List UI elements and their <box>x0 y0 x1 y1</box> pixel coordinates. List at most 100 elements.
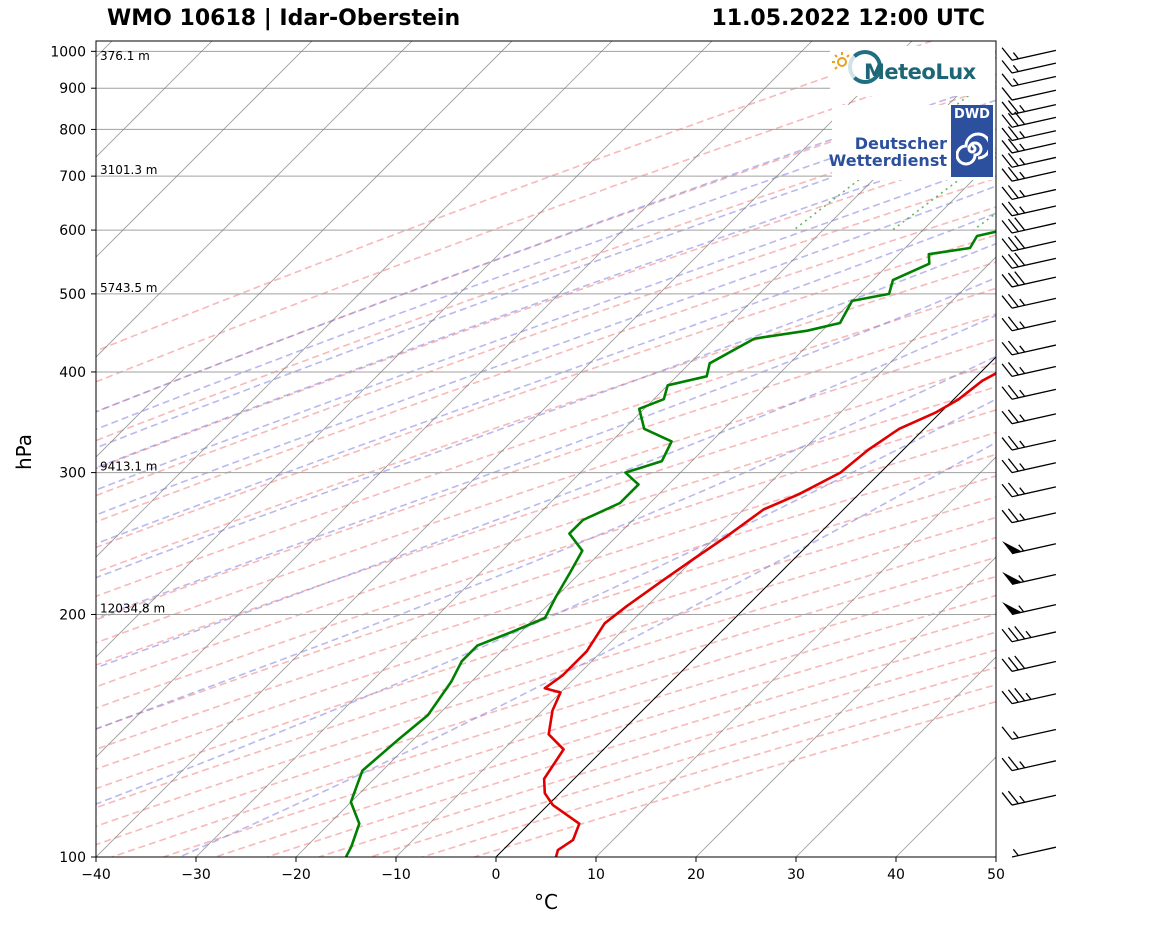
wind-barb <box>1001 340 1057 356</box>
wind-barb-halfflag <box>1019 189 1026 197</box>
wind-barb-flag <box>1001 274 1013 288</box>
y-axis-label: hPa <box>12 434 36 470</box>
isotherm <box>995 856 996 857</box>
wind-barb-flag <box>1001 60 1013 74</box>
x-tick-label: 20 <box>687 867 705 883</box>
wind-barb-halfflag <box>1018 605 1025 613</box>
wind-barb-shaft <box>1011 413 1057 425</box>
wind-barb-shaft <box>1011 486 1057 498</box>
x-tick-label: −20 <box>281 867 311 883</box>
wind-barb-flag <box>1001 87 1013 101</box>
wind-barb-halfflag <box>1019 171 1026 179</box>
y-tick-label: 1000 <box>50 44 86 60</box>
wind-barb <box>1001 362 1057 377</box>
isotherm <box>695 556 996 857</box>
zero-isotherm <box>495 356 996 857</box>
wind-barb-flag <box>1007 756 1019 770</box>
wind-barb-shaft <box>1011 846 1057 858</box>
wind-barb-flag <box>1014 235 1026 249</box>
wind-barb <box>1001 756 1057 772</box>
dry-adiabat <box>96 313 996 621</box>
x-tick-label: −40 <box>81 867 111 883</box>
dwd-badge: DWD <box>951 105 993 177</box>
y-tick-label: 600 <box>59 223 86 239</box>
wind-barb-shaft <box>1011 222 1057 234</box>
wind-barb <box>1002 541 1057 555</box>
temperature-line <box>542 371 996 857</box>
wind-barb <box>1001 201 1057 217</box>
wind-barb-flag <box>1007 316 1019 330</box>
height-label: 9413.1 m <box>100 460 158 474</box>
dry-adiabat <box>96 409 996 709</box>
x-tick-label: 0 <box>492 867 501 883</box>
moist-adiabat <box>96 185 996 516</box>
moist-adiabat <box>96 355 996 730</box>
wind-barb-halfflag <box>1019 761 1026 769</box>
isotherm <box>96 41 413 358</box>
dry-adiabat <box>96 85 996 413</box>
wind-barb <box>1001 626 1057 643</box>
wind-barb-flag <box>1001 127 1013 141</box>
isotherm <box>96 41 813 758</box>
dry-adiabat <box>96 385 996 688</box>
wind-barb-halfflag <box>1018 575 1025 583</box>
wind-barb-shaft <box>1011 276 1057 288</box>
wind-barb-flag <box>1001 154 1013 168</box>
wind-barb <box>1001 687 1057 705</box>
height-label: 12034.8 m <box>100 601 165 615</box>
wind-barb-halfflag <box>1025 692 1032 700</box>
isotherm <box>0 41 12 857</box>
wind-barb-flag <box>1001 202 1013 217</box>
wind-barb-shaft <box>1011 62 1057 74</box>
height-label: 3101.3 m <box>100 163 158 177</box>
wind-barb-flag <box>1001 628 1013 643</box>
wind-barb <box>1001 235 1057 252</box>
wind-barb-flag <box>1007 458 1019 472</box>
wind-barb-flag <box>1014 626 1026 640</box>
wind-barb <box>1001 293 1057 309</box>
wind-barb-halfflag <box>1019 795 1026 803</box>
wind-barb-flag <box>1007 790 1019 805</box>
wind-barb <box>1001 60 1057 74</box>
wind-barb-halfflag <box>1019 345 1026 353</box>
wind-barb-flag <box>1001 690 1013 705</box>
wind-barb-flag <box>1001 168 1013 182</box>
wind-barb-flag <box>1001 437 1013 451</box>
mixing-ratio-line <box>972 212 996 231</box>
wind-barb-shaft <box>1011 130 1057 142</box>
dry-adiabat <box>96 362 996 666</box>
x-tick-label: 50 <box>987 867 1005 883</box>
wind-barb-shaft <box>1011 631 1057 643</box>
isotherm <box>795 656 996 857</box>
wind-barb-halfflag <box>1025 630 1032 638</box>
wind-barb <box>1001 47 1057 61</box>
wind-barb-shaft <box>1011 604 1057 616</box>
wind-barb <box>1001 508 1057 524</box>
wind-barb-shaft <box>1011 439 1057 451</box>
moist-adiabat <box>96 242 996 579</box>
wind-barb-shaft <box>1011 543 1057 555</box>
wind-barb-flag <box>1014 655 1026 669</box>
wind-barb-flag <box>1007 218 1019 232</box>
y-tick-label: 700 <box>59 169 86 185</box>
moist-adiabat <box>96 118 996 449</box>
wind-barb <box>1001 482 1057 498</box>
wind-barb-shaft <box>1011 170 1057 182</box>
wind-barb-flag <box>1007 138 1019 152</box>
wind-barb-flag <box>1001 47 1013 61</box>
wind-barb <box>1001 252 1057 269</box>
wind-barb-shaft <box>1011 462 1057 474</box>
x-tick-label: 40 <box>887 867 905 883</box>
dry-adiabat <box>96 338 996 644</box>
x-tick-label: −30 <box>181 867 211 883</box>
wind-barb-halfflag <box>1019 487 1026 495</box>
wind-barb-shaft <box>1011 365 1057 377</box>
wind-barb-flag <box>1001 757 1013 772</box>
wind-barb-halfflag <box>1019 513 1026 521</box>
wind-barb-flag <box>1001 341 1013 356</box>
wind-barb-flag <box>1014 111 1026 125</box>
y-tick-label: 800 <box>59 122 86 138</box>
wind-barb-halfflag <box>1019 389 1026 397</box>
wind-barb-shaft <box>1011 512 1057 524</box>
wind-barb-flag <box>1001 73 1013 87</box>
